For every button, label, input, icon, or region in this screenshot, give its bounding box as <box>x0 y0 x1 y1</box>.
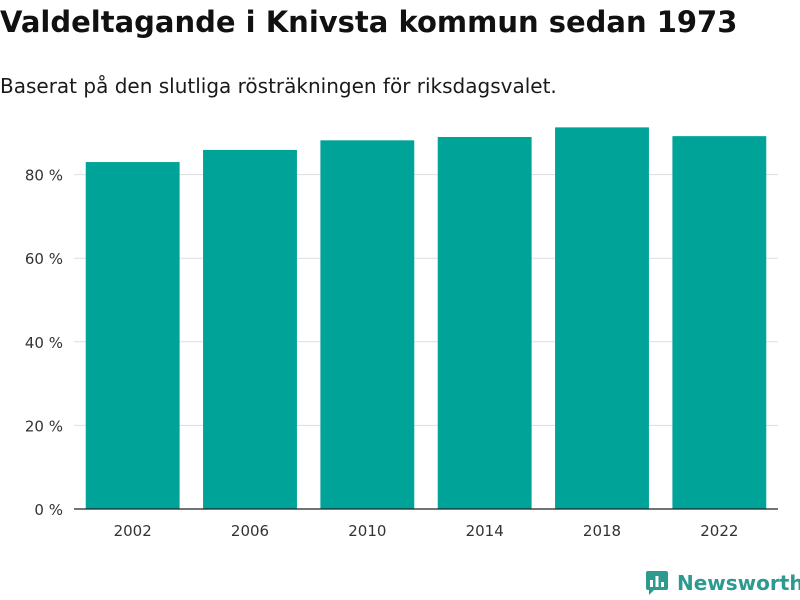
bar <box>437 136 532 510</box>
x-tick-label: 2006 <box>231 522 269 540</box>
bar <box>85 162 180 509</box>
bar <box>203 149 297 510</box>
grid-layer <box>74 174 778 426</box>
chart-subtitle: Baserat på den slutliga rösträkningen fö… <box>0 74 557 98</box>
bar <box>555 127 649 509</box>
x-tick-label: 2018 <box>583 522 621 540</box>
bar-chart: 0 % 20 % 40 % 60 % 80 % 2002 2006 2010 2014 2018 2… <box>25 127 778 540</box>
bar <box>672 136 767 510</box>
newsworthy-logo: Newsworthy <box>645 570 800 596</box>
bar-layer <box>85 127 767 510</box>
chart-title: Valdeltagande i Knivsta kommun sedan 197… <box>0 5 738 39</box>
newsworthy-logo-text: Newsworthy <box>677 571 800 595</box>
x-tick-label: 2002 <box>114 522 152 540</box>
y-tick-label: 40 % <box>25 334 63 352</box>
y-tick-label: 0 % <box>34 501 63 519</box>
bar <box>320 140 415 509</box>
x-tick-label: 2022 <box>700 522 738 540</box>
y-tick-label: 20 % <box>25 417 63 435</box>
x-tick-label: 2010 <box>348 522 386 540</box>
label-layer: 0 % 20 % 40 % 60 % 80 % 2002 2006 2010 2014 2018 2… <box>25 167 739 540</box>
y-tick-label: 80 % <box>25 167 63 185</box>
y-tick-label: 60 % <box>25 250 63 268</box>
x-tick-label: 2014 <box>466 522 504 540</box>
newsworthy-logo-icon <box>646 571 668 595</box>
